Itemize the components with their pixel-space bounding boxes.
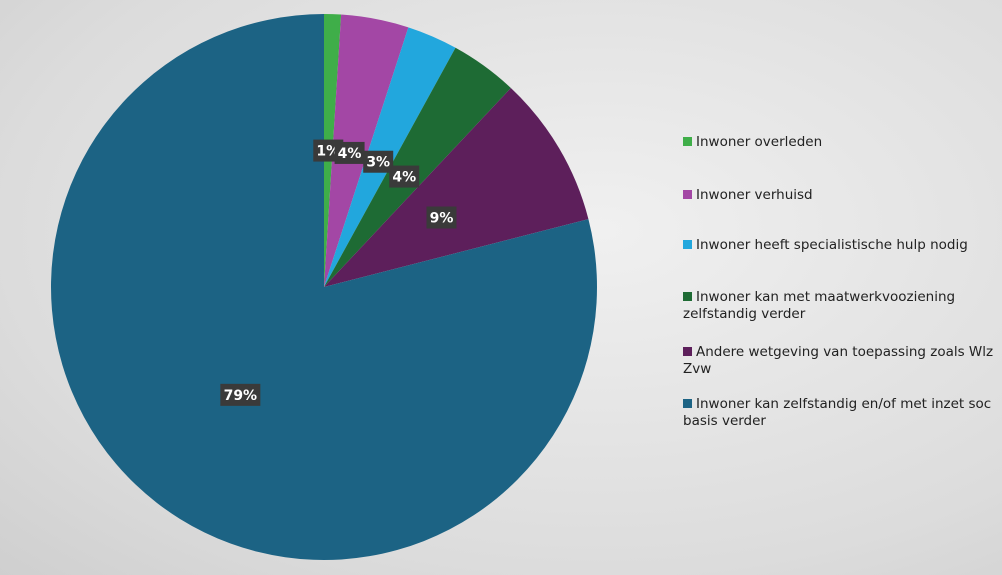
data-label-text: 9% [430, 211, 454, 227]
legend-label: Inwoner kan met maatwerkvooziening zelfs… [683, 289, 956, 322]
data-label-box [220, 383, 261, 406]
legend-item: Inwoner kan met maatwerkvooziening zelfs… [683, 289, 1001, 323]
data-label-text: 4% [392, 170, 416, 186]
legend-label: Inwoner verhuisd [696, 187, 813, 203]
legend-swatch [683, 137, 692, 146]
legend-item: Inwoner verhuisd [683, 187, 1001, 204]
data-label-text: 4% [338, 146, 362, 162]
legend-label: Inwoner heeft specialistische hulp nodig [696, 237, 968, 253]
data-label: 79% [220, 383, 261, 406]
pie-slice [324, 87, 589, 287]
data-label: 3% [363, 150, 394, 173]
legend-swatch [683, 399, 692, 408]
data-label-text: 3% [366, 155, 390, 171]
data-label: 4% [334, 141, 365, 164]
data-label-text: 79% [224, 388, 258, 404]
data-label-box [389, 165, 420, 188]
legend-item: Andere wetgeving van toepassing zoals Wl… [683, 344, 1001, 378]
data-label-box [334, 141, 365, 164]
legend-label: Inwoner overleden [696, 134, 823, 150]
legend-swatch [683, 292, 692, 301]
legend-swatch [683, 190, 692, 199]
legend-item: Inwoner kan zelfstandig en/of met inzet … [683, 396, 1001, 430]
data-label-box [363, 150, 394, 173]
data-label: 4% [389, 165, 420, 188]
data-label: 9% [426, 206, 457, 229]
pie-slice [51, 14, 598, 560]
data-label-box [426, 206, 457, 229]
legend-item: Inwoner heeft specialistische hulp nodig [683, 237, 1001, 254]
legend-label: Andere wetgeving van toepassing zoals Wl… [683, 344, 994, 377]
legend-item: Inwoner overleden [683, 134, 1001, 151]
legend-swatch [683, 347, 692, 356]
legend-swatch [683, 240, 692, 249]
legend-label: Inwoner kan zelfstandig en/of met inzet … [683, 396, 992, 429]
data-label-text: 1% [316, 144, 340, 160]
